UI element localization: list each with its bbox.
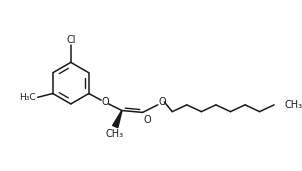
Polygon shape <box>113 110 122 128</box>
Text: Cl: Cl <box>66 35 76 45</box>
Text: CH₃: CH₃ <box>284 100 302 110</box>
Text: O: O <box>102 97 110 107</box>
Text: O: O <box>158 97 166 107</box>
Text: CH₃: CH₃ <box>105 129 123 139</box>
Text: H₃C: H₃C <box>19 93 36 102</box>
Text: O: O <box>143 115 151 125</box>
